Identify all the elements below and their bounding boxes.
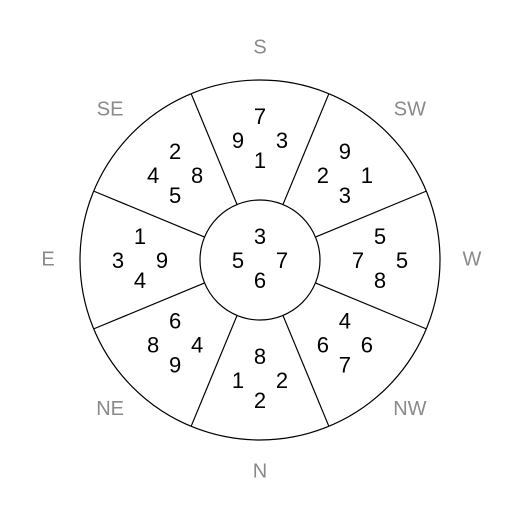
sector-e-right-number: 9 — [156, 248, 168, 273]
outer-ring — [80, 80, 440, 440]
center-sector-top-number: 3 — [254, 224, 266, 249]
sector-sw-left-number: 2 — [317, 163, 329, 188]
sector-label-s: S — [253, 36, 266, 58]
sector-w-left-number: 7 — [352, 248, 364, 273]
sector-e-bottom-number: 4 — [134, 268, 146, 293]
sector-se-left-number: 4 — [147, 163, 159, 188]
sector-divider — [315, 283, 426, 329]
sector-label-sw: SW — [394, 98, 426, 120]
sector-ne-right-number: 4 — [191, 333, 203, 358]
sector-nw-right-number: 6 — [361, 333, 373, 358]
sector-ne-top-number: 6 — [169, 309, 181, 334]
sector-divider — [315, 191, 426, 237]
sector-e-top-number: 1 — [134, 224, 146, 249]
sector-se-bottom-number: 5 — [169, 183, 181, 208]
sector-label-w: W — [463, 248, 482, 270]
sector-sw-right-number: 1 — [361, 163, 373, 188]
sector-s-left-number: 9 — [232, 128, 244, 153]
sector-ne-bottom-number: 9 — [169, 353, 181, 378]
sector-label-e: E — [41, 248, 54, 270]
sector-se-top-number: 2 — [169, 139, 181, 164]
sector-label-nw: NW — [393, 398, 426, 420]
sector-sw-top-number: 9 — [339, 139, 351, 164]
sector-se-right-number: 8 — [191, 163, 203, 188]
flying-star-chart: SSWWNWNNEESE7931921357584667812268491394… — [0, 0, 520, 520]
sector-n-left-number: 1 — [232, 368, 244, 393]
sector-s-top-number: 7 — [254, 104, 266, 129]
sector-e-left-number: 3 — [112, 248, 124, 273]
sector-n-bottom-number: 2 — [254, 388, 266, 413]
sector-s-bottom-number: 1 — [254, 148, 266, 173]
sector-nw-top-number: 4 — [339, 309, 351, 334]
sector-label-se: SE — [97, 98, 124, 120]
sector-n-right-number: 2 — [276, 368, 288, 393]
sector-ne-left-number: 8 — [147, 333, 159, 358]
sector-n-top-number: 8 — [254, 344, 266, 369]
sector-s-right-number: 3 — [276, 128, 288, 153]
inner-ring — [200, 200, 320, 320]
sector-w-right-number: 5 — [396, 248, 408, 273]
sector-w-bottom-number: 8 — [374, 268, 386, 293]
sector-divider — [94, 191, 205, 237]
sector-nw-left-number: 6 — [317, 333, 329, 358]
sector-sw-bottom-number: 3 — [339, 183, 351, 208]
center-sector-left-number: 5 — [232, 248, 244, 273]
sector-label-ne: NE — [96, 398, 124, 420]
center-sector-bottom-number: 6 — [254, 268, 266, 293]
sector-divider — [94, 283, 205, 329]
sector-label-n: N — [253, 460, 267, 482]
center-sector-right-number: 7 — [276, 248, 288, 273]
sector-nw-bottom-number: 7 — [339, 353, 351, 378]
sector-w-top-number: 5 — [374, 224, 386, 249]
